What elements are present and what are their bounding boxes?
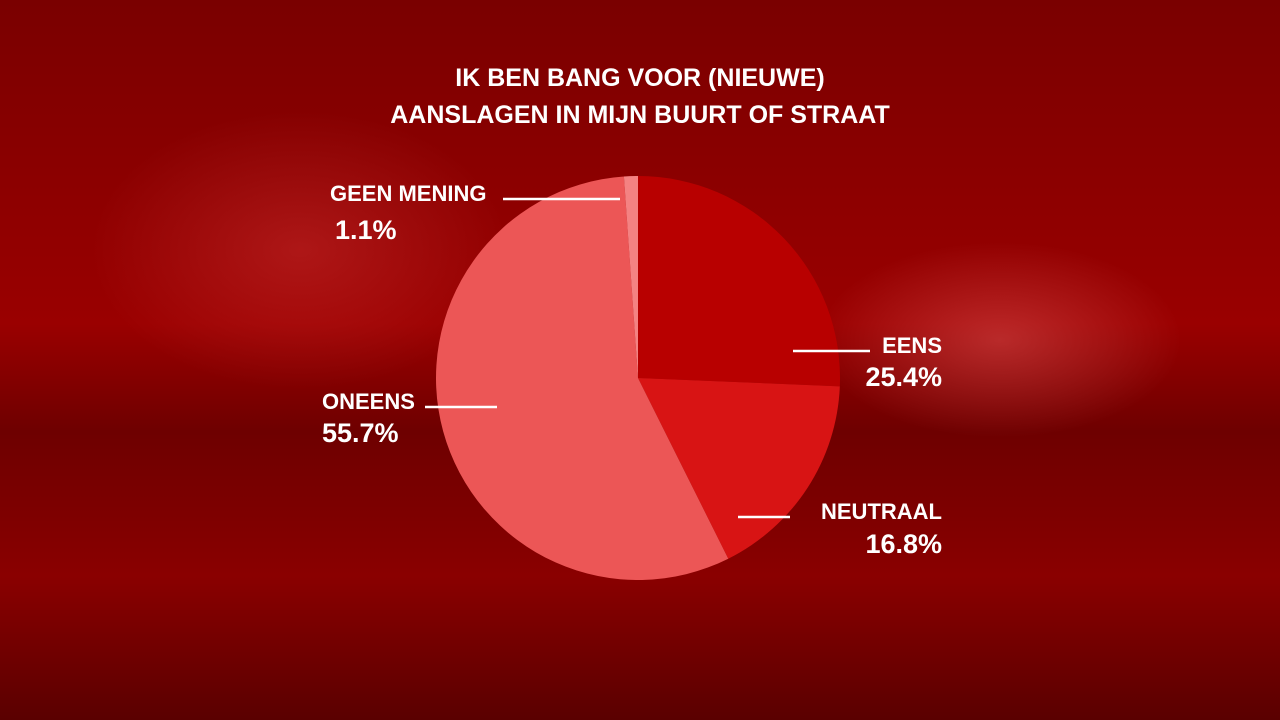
data-label: 25.4% xyxy=(865,362,942,392)
data-label: 16.8% xyxy=(865,529,942,559)
pie-slice xyxy=(623,176,638,378)
data-label: 55.7% xyxy=(322,418,399,448)
legend-label: GEEN MENING xyxy=(330,181,486,206)
pie-slice xyxy=(435,176,729,580)
legend-label: ONEENS xyxy=(322,389,415,414)
legend-label: NEUTRAAL xyxy=(821,499,942,524)
chart-title: IK BEN BANG VOOR (NIEUWE) xyxy=(455,64,824,92)
chart-title: AANSLAGEN IN MIJN BUURT OF STRAAT xyxy=(390,101,890,129)
legend-label: EENS xyxy=(882,333,942,358)
data-label: 1.1% xyxy=(335,215,397,245)
pie-slice xyxy=(638,378,840,559)
pie-slice xyxy=(638,176,840,387)
